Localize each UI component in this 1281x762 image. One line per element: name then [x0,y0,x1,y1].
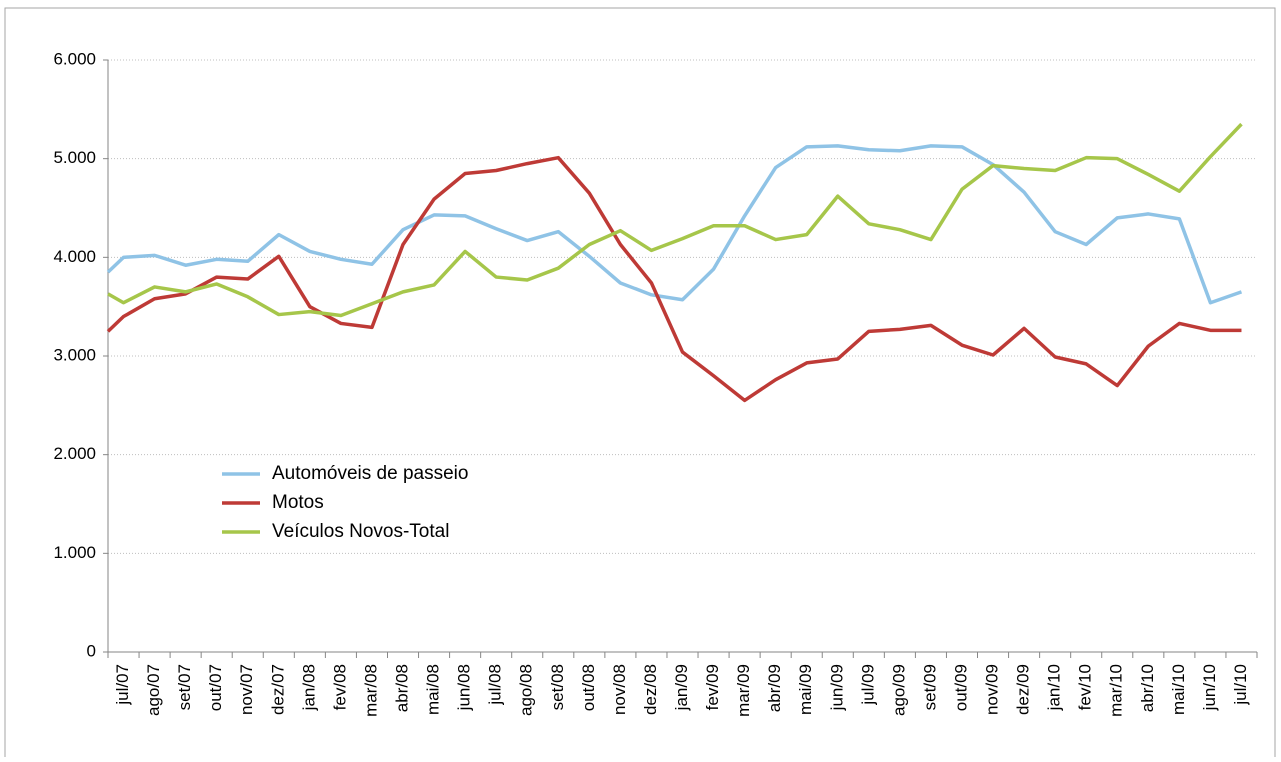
x-tick-label: ago/07 [144,664,163,716]
x-tick-label: jul/07 [113,664,132,706]
y-tick-label: 6.000 [53,49,96,68]
x-tick-label: ago/08 [517,664,536,716]
x-tick-label: fev/08 [330,664,349,710]
x-tick-label: abr/08 [392,664,411,712]
x-tick-label: abr/10 [1138,664,1157,712]
x-tick-label: ago/09 [889,664,908,716]
x-tick-label: out/07 [206,664,225,711]
y-tick-label: 3.000 [53,345,96,364]
x-tick-label: jan/08 [299,664,318,711]
x-tick-label: nov/07 [237,664,256,715]
line-series [106,144,1243,305]
x-tick-label: set/09 [920,664,939,710]
y-tick-label: 4.000 [53,247,96,266]
x-tick-label: out/08 [579,664,598,711]
x-tick-label: dez/07 [268,664,287,715]
x-tick-label: jul/09 [858,664,877,706]
legend-label: Motos [272,492,324,513]
legend-label: Veículos Novos-Total [272,521,449,542]
y-tick-label: 5.000 [53,148,96,167]
x-tick-label: mai/09 [796,664,815,715]
x-tick-label: jul/10 [1231,664,1250,706]
x-tick-label: mar/09 [734,664,753,717]
y-tick-label: 1.000 [53,543,96,562]
x-tick-label: mai/10 [1169,664,1188,715]
x-tick-label: jun/09 [827,664,846,711]
x-tick-label: mar/10 [1107,664,1126,717]
x-tick-label: jan/09 [672,664,691,711]
x-tick-label: jan/10 [1045,664,1064,711]
y-tick-label: 2.000 [53,444,96,463]
x-tick-label: abr/09 [765,664,784,712]
x-tick-label: set/08 [548,664,567,710]
x-tick-label: mai/08 [424,664,443,715]
chart-frame [4,7,1276,762]
x-tick-label: jun/10 [1200,664,1219,711]
y-tick-label: 0 [87,641,96,660]
x-tick-label: mar/08 [361,664,380,717]
line-series [107,122,1243,318]
x-tick-label: out/09 [951,664,970,711]
x-tick-label: fev/09 [703,664,722,710]
line-series [106,155,1242,403]
x-tick-label: set/07 [175,664,194,710]
x-tick-label: nov/08 [610,664,629,715]
x-tick-label: nov/09 [983,664,1002,715]
x-tick-label: dez/09 [1014,664,1033,715]
x-tick-label: jul/08 [486,664,505,706]
legend-label: Automóveis de passeio [272,463,468,484]
x-tick-label: fev/10 [1076,664,1095,710]
x-tick-label: jun/08 [455,664,474,711]
x-tick-label: dez/08 [641,664,660,715]
